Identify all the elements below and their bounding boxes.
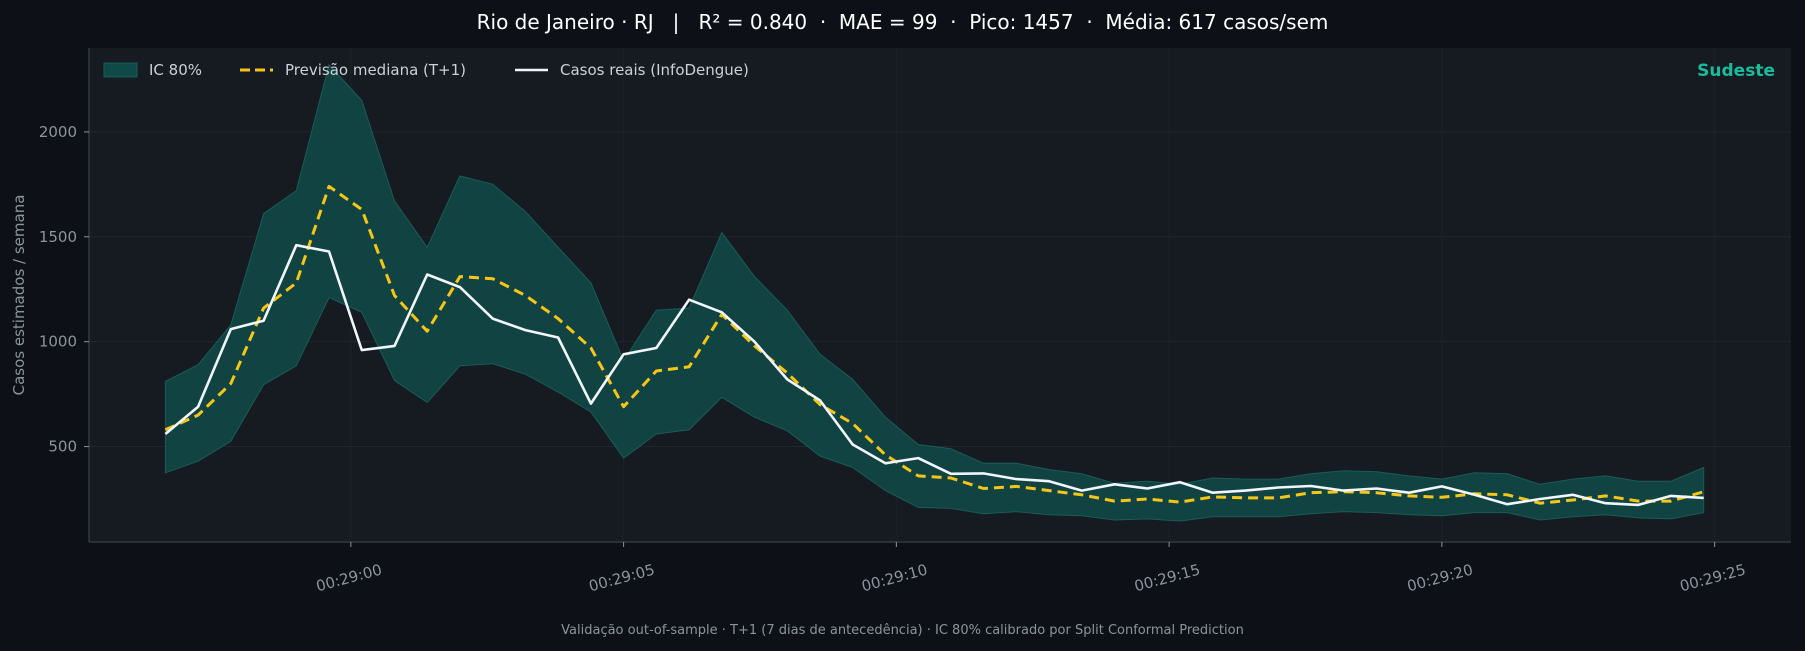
chart-footer: Validação out-of-sample · T+1 (7 dias de… bbox=[561, 623, 1244, 638]
actual-cases-line bbox=[164, 243, 1704, 507]
x-tick-label: 00:29:00 bbox=[314, 560, 384, 595]
forecast-line bbox=[164, 184, 1705, 505]
legend-label: IC 80% bbox=[149, 61, 202, 79]
legend-item: IC 80% bbox=[103, 61, 202, 79]
legend-swatch-band bbox=[103, 62, 138, 78]
legend-item: Previsão mediana (T+1) bbox=[240, 61, 466, 79]
x-tick-label: 00:29:05 bbox=[587, 560, 657, 595]
legend-label: Casos reais (InfoDengue) bbox=[560, 61, 749, 79]
x-tick-label: 00:29:25 bbox=[1678, 560, 1748, 595]
y-tick-label: 2000 bbox=[39, 123, 77, 141]
y-tick-label: 1000 bbox=[39, 333, 77, 351]
legend: IC 80% Previsão mediana (T+1) Casos reais … bbox=[103, 61, 749, 79]
region-label: Sudeste bbox=[1697, 61, 1775, 81]
x-tick-label: 00:29:10 bbox=[860, 560, 930, 595]
x-tick-label: 00:29:15 bbox=[1132, 560, 1202, 595]
y-tick-label: 1500 bbox=[39, 228, 77, 246]
y-tick-label: 500 bbox=[48, 438, 77, 456]
y-axis-label: Casos estimados / semana bbox=[10, 195, 28, 396]
confidence-band bbox=[164, 63, 1705, 522]
chart-title: Rio de Janeiro · RJ | R² = 0.840 · MAE =… bbox=[476, 10, 1329, 34]
legend-item: Casos reais (InfoDengue) bbox=[515, 61, 749, 79]
legend-label: Previsão mediana (T+1) bbox=[285, 61, 466, 79]
x-tick-label: 00:29:20 bbox=[1405, 560, 1475, 595]
